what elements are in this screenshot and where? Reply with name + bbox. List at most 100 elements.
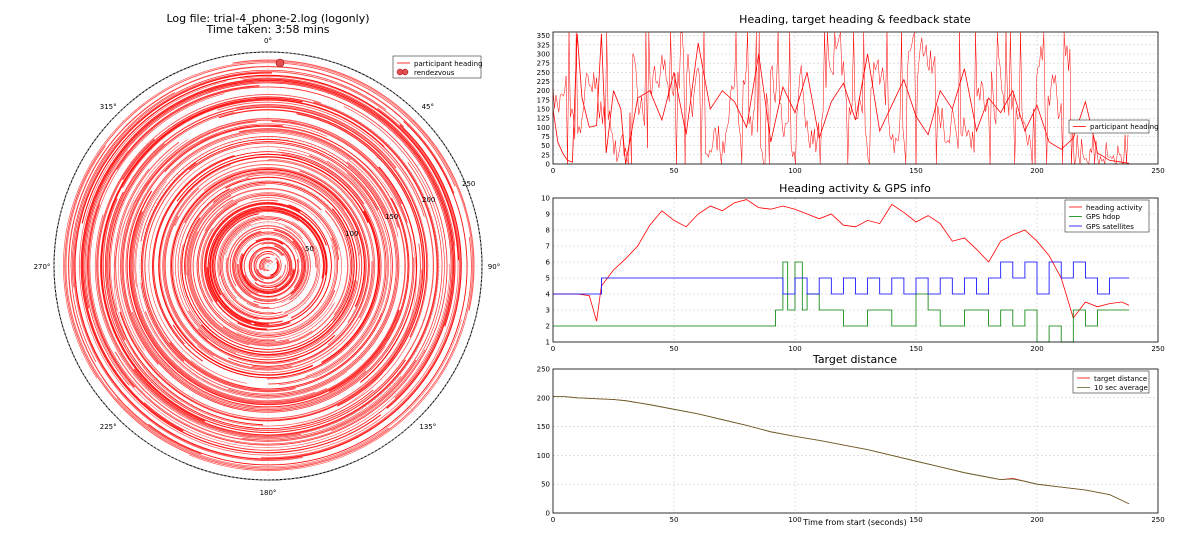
polar-subtitle: Time taken: 3:58 mins (205, 23, 329, 36)
polar-heading-arc (204, 193, 339, 250)
y-tick-label: 50 (541, 481, 550, 489)
polar-heading-arc (120, 118, 403, 365)
polar-heading-arc (79, 76, 459, 456)
polar-heading-arc (105, 191, 374, 430)
polar-heading-arc (164, 216, 292, 370)
polar-heading-arc (214, 213, 288, 320)
polar-heading-arc (243, 77, 456, 246)
polar-radial-tick-label: 50 (305, 245, 314, 253)
polar-heading-arc (260, 107, 461, 459)
polar-angle-label: 225° (100, 423, 117, 431)
polar-heading-arc (200, 227, 336, 334)
polar-heading-arc (74, 72, 462, 460)
polar-heading-arc (207, 206, 328, 326)
polar-heading-arc (116, 319, 462, 468)
y-tick-label: 350 (537, 32, 550, 40)
polar-radial-tick-label: 200 (422, 196, 435, 204)
polar-heading-arc (70, 92, 175, 362)
distance-title: Target distance (812, 353, 897, 366)
y-tick-label: 0 (546, 161, 550, 169)
y-tick-label: 100 (537, 452, 550, 460)
polar-heading-arc (253, 251, 282, 280)
x-tick-label: 250 (1151, 167, 1164, 175)
polar-heading-arc (115, 141, 421, 419)
polar-heading-arc (239, 237, 297, 295)
polar-heading-arc (213, 211, 299, 320)
polar-heading-arc (206, 267, 291, 328)
y-tick-label: 250 (537, 69, 550, 77)
polar-heading-arc (198, 203, 338, 336)
polar-angle-label: 0° (264, 37, 272, 45)
polar-heading-arc (140, 165, 397, 395)
y-tick-label: 150 (537, 106, 550, 114)
y-tick-label: 25 (541, 151, 550, 159)
polar-ring (182, 180, 354, 352)
x-tick-label: 50 (670, 167, 679, 175)
polar-heading-arc (162, 160, 374, 357)
polar-heading-arc (106, 104, 397, 341)
distance-xlabel: Time from start (seconds) (802, 518, 906, 527)
polar-heading-arc (130, 128, 406, 404)
polar-heading-arc (131, 129, 399, 403)
polar-heading-arc (218, 216, 318, 313)
polar-heading-arc (144, 161, 400, 398)
polar-heading-arc (232, 59, 475, 311)
polar-heading-arc (269, 261, 279, 277)
polar-heading-arc (217, 215, 319, 317)
polar-heading-arc (131, 311, 367, 410)
activity-panel: Heading activity & GPS info 0 50 100 150 200… (541, 182, 1165, 353)
polar-heading-arc (67, 66, 455, 455)
polar-heading-arc (186, 184, 267, 346)
polar-heading-arc (255, 253, 275, 279)
polar-heading-arc (238, 253, 259, 294)
series-line (553, 396, 1130, 505)
y-tick-label: 5 (546, 275, 550, 283)
polar-heading-arc (188, 174, 360, 358)
polar-heading-arc (108, 106, 428, 426)
polar-heading-arc (121, 119, 415, 413)
polar-heading-arc (331, 106, 445, 432)
polar-heading-arc (170, 168, 367, 365)
heading-panel: Heading, target heading & feedback state… (537, 13, 1165, 175)
polar-heading-arc (81, 79, 455, 432)
polar-heading-arc (107, 105, 429, 427)
polar-heading-arc (119, 113, 424, 422)
polar-heading-arc (110, 111, 235, 311)
polar-heading-arc (222, 223, 252, 299)
y-tick-label: 8 (546, 227, 550, 235)
polar-heading-arc (196, 158, 376, 374)
legend-participant-heading: participant heading (414, 60, 483, 68)
x-tick-label: 100 (788, 345, 801, 353)
legend-gps-hdop: GPS hdop (1086, 213, 1120, 221)
y-tick-label: 200 (537, 394, 550, 402)
series-line (553, 261, 1129, 295)
polar-heading-arc (172, 170, 345, 340)
polar-heading-arc (235, 233, 297, 295)
polar-heading-arc (65, 145, 390, 469)
x-tick-label: 0 (551, 345, 555, 353)
polar-heading-arc (140, 138, 387, 362)
x-tick-label: 0 (551, 167, 555, 175)
polar-heading-arc (88, 86, 448, 446)
polar-heading-arc (171, 168, 365, 363)
polar-heading-arc (81, 74, 460, 261)
polar-angle-label: 315° (100, 103, 117, 111)
polar-heading-arc (134, 132, 399, 288)
polar-heading-arc (175, 173, 361, 354)
y-tick-label: 225 (537, 78, 550, 86)
y-tick-label: 9 (546, 211, 550, 219)
polar-heading-arc (126, 124, 410, 408)
x-tick-label: 100 (788, 516, 801, 524)
y-tick-label: 150 (537, 423, 550, 431)
polar-heading-arc (71, 69, 387, 288)
polar-heading-arc (102, 99, 435, 431)
x-tick-label: 250 (1151, 516, 1164, 524)
polar-heading-arc (148, 146, 388, 386)
polar-heading-arc (140, 136, 398, 396)
polar-heading-arc (133, 131, 351, 401)
polar-heading-arc (359, 166, 418, 383)
activity-legend: heading activity GPS hdop GPS satellites (1064, 199, 1150, 233)
polar-legend: participant heading rendezvous (392, 55, 483, 79)
polar-heading-arc (312, 160, 389, 379)
polar-heading-arc (181, 188, 355, 353)
